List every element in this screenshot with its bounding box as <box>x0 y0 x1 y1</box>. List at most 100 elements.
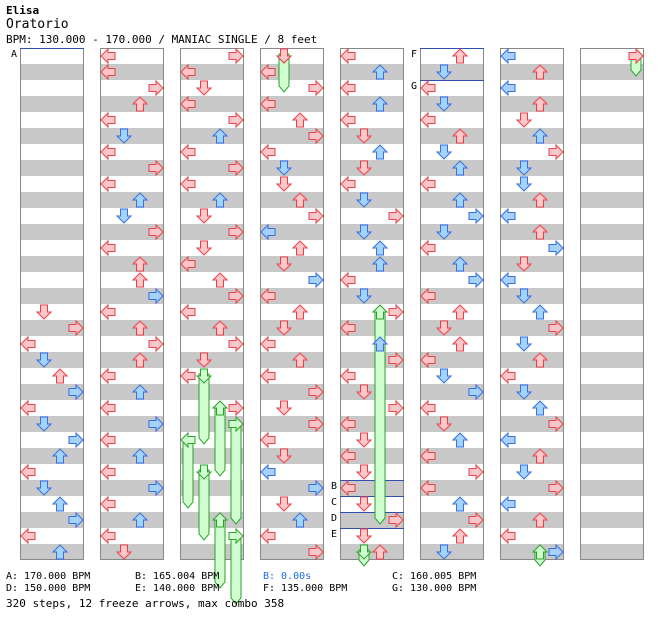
beat-stripe <box>580 480 644 496</box>
left-arrow-note <box>100 175 116 193</box>
left-arrow-note <box>20 463 36 481</box>
beat-stripe <box>20 448 84 464</box>
beat-stripe <box>420 544 484 560</box>
down-arrow-note <box>195 240 213 256</box>
beat-stripe <box>260 224 324 240</box>
right-arrow-note <box>228 399 244 417</box>
right-arrow-note <box>308 383 324 401</box>
down-arrow-note <box>435 416 453 432</box>
beat-stripe <box>260 96 324 112</box>
beat-stripe <box>340 160 404 176</box>
beat-stripe <box>20 352 84 368</box>
beat-stripe <box>420 320 484 336</box>
left-arrow-note <box>420 399 436 417</box>
beat-stripe <box>500 96 564 112</box>
beat-stripe <box>340 352 404 368</box>
freeze-arrow <box>228 527 244 605</box>
beat-stripe <box>580 416 644 432</box>
up-arrow-note <box>51 448 69 464</box>
right-arrow-note <box>468 207 484 225</box>
left-arrow-note <box>180 255 196 273</box>
freeze-arrow <box>371 304 389 525</box>
beat-stripe <box>180 256 244 272</box>
beat-stripe <box>260 512 324 528</box>
right-arrow-note <box>148 223 164 241</box>
beat-stripe <box>420 128 484 144</box>
beat-stripe <box>100 96 164 112</box>
beat-stripe <box>500 128 564 144</box>
right-arrow-note <box>228 159 244 177</box>
left-arrow-note <box>20 399 36 417</box>
up-arrow-note <box>531 400 549 416</box>
right-arrow-note <box>148 415 164 433</box>
left-arrow-note <box>420 351 436 369</box>
up-arrow-note <box>291 352 309 368</box>
right-arrow-note <box>468 463 484 481</box>
beat-stripe <box>180 384 244 400</box>
up-arrow-note <box>291 112 309 128</box>
up-arrow-note <box>531 224 549 240</box>
up-arrow-note <box>371 256 389 272</box>
freeze-head <box>228 415 244 433</box>
column-border <box>500 48 564 560</box>
left-arrow-note <box>180 63 196 81</box>
down-arrow-note <box>435 224 453 240</box>
beat-stripe <box>20 384 84 400</box>
up-arrow-note <box>531 304 549 320</box>
beat-stripe <box>340 64 404 80</box>
beat-stripe <box>420 64 484 80</box>
beat-stripe <box>20 320 84 336</box>
down-arrow-note <box>435 64 453 80</box>
beat-stripe <box>20 480 84 496</box>
artist-name: Elisa <box>6 4 40 17</box>
freeze-tail <box>198 469 210 541</box>
left-arrow-note <box>260 287 276 305</box>
left-arrow-note <box>500 367 516 385</box>
beat-stripe <box>420 352 484 368</box>
beat-stripe <box>100 320 164 336</box>
down-arrow-note <box>275 160 293 176</box>
up-arrow-note <box>531 448 549 464</box>
freeze-head <box>371 304 389 320</box>
up-arrow-note <box>211 272 229 288</box>
beat-stripe <box>580 224 644 240</box>
beat-stripe <box>580 288 644 304</box>
beat-stripe <box>180 512 244 528</box>
beat-stripe <box>580 160 644 176</box>
bpm-marker-label: F <box>411 49 417 60</box>
beat-stripe <box>580 256 644 272</box>
beat-stripe <box>20 288 84 304</box>
beat-stripe <box>420 480 484 496</box>
up-arrow-note <box>531 64 549 80</box>
left-arrow-note <box>100 111 116 129</box>
legend-entry-0: A: 170.000 BPM <box>6 571 91 582</box>
beat-stripe <box>100 544 164 560</box>
beat-stripe <box>580 192 644 208</box>
freeze-head <box>211 400 229 416</box>
left-arrow-note <box>100 239 116 257</box>
beat-stripe <box>100 448 164 464</box>
chart-column-4 <box>340 48 404 560</box>
right-arrow-note <box>148 335 164 353</box>
beat-stripe <box>260 416 324 432</box>
up-arrow-note <box>131 448 149 464</box>
beat-stripe <box>180 64 244 80</box>
chart-summary: 320 steps, 12 freeze arrows, max combo 3… <box>6 597 285 610</box>
beat-stripe <box>180 416 244 432</box>
bpm-marker-label: B <box>331 481 337 492</box>
up-arrow-note <box>51 368 69 384</box>
right-arrow-note <box>148 79 164 97</box>
beat-stripe <box>500 512 564 528</box>
down-arrow-note <box>515 336 533 352</box>
up-arrow-note <box>131 384 149 400</box>
beat-stripe <box>180 320 244 336</box>
left-arrow-note <box>340 479 356 497</box>
beat-stripe <box>100 128 164 144</box>
left-arrow-note <box>260 63 276 81</box>
down-arrow-note <box>355 160 373 176</box>
beat-stripe <box>340 448 404 464</box>
left-arrow-note <box>340 271 356 289</box>
down-arrow-note <box>355 496 373 512</box>
beat-stripe <box>180 224 244 240</box>
right-arrow-note <box>548 143 564 161</box>
